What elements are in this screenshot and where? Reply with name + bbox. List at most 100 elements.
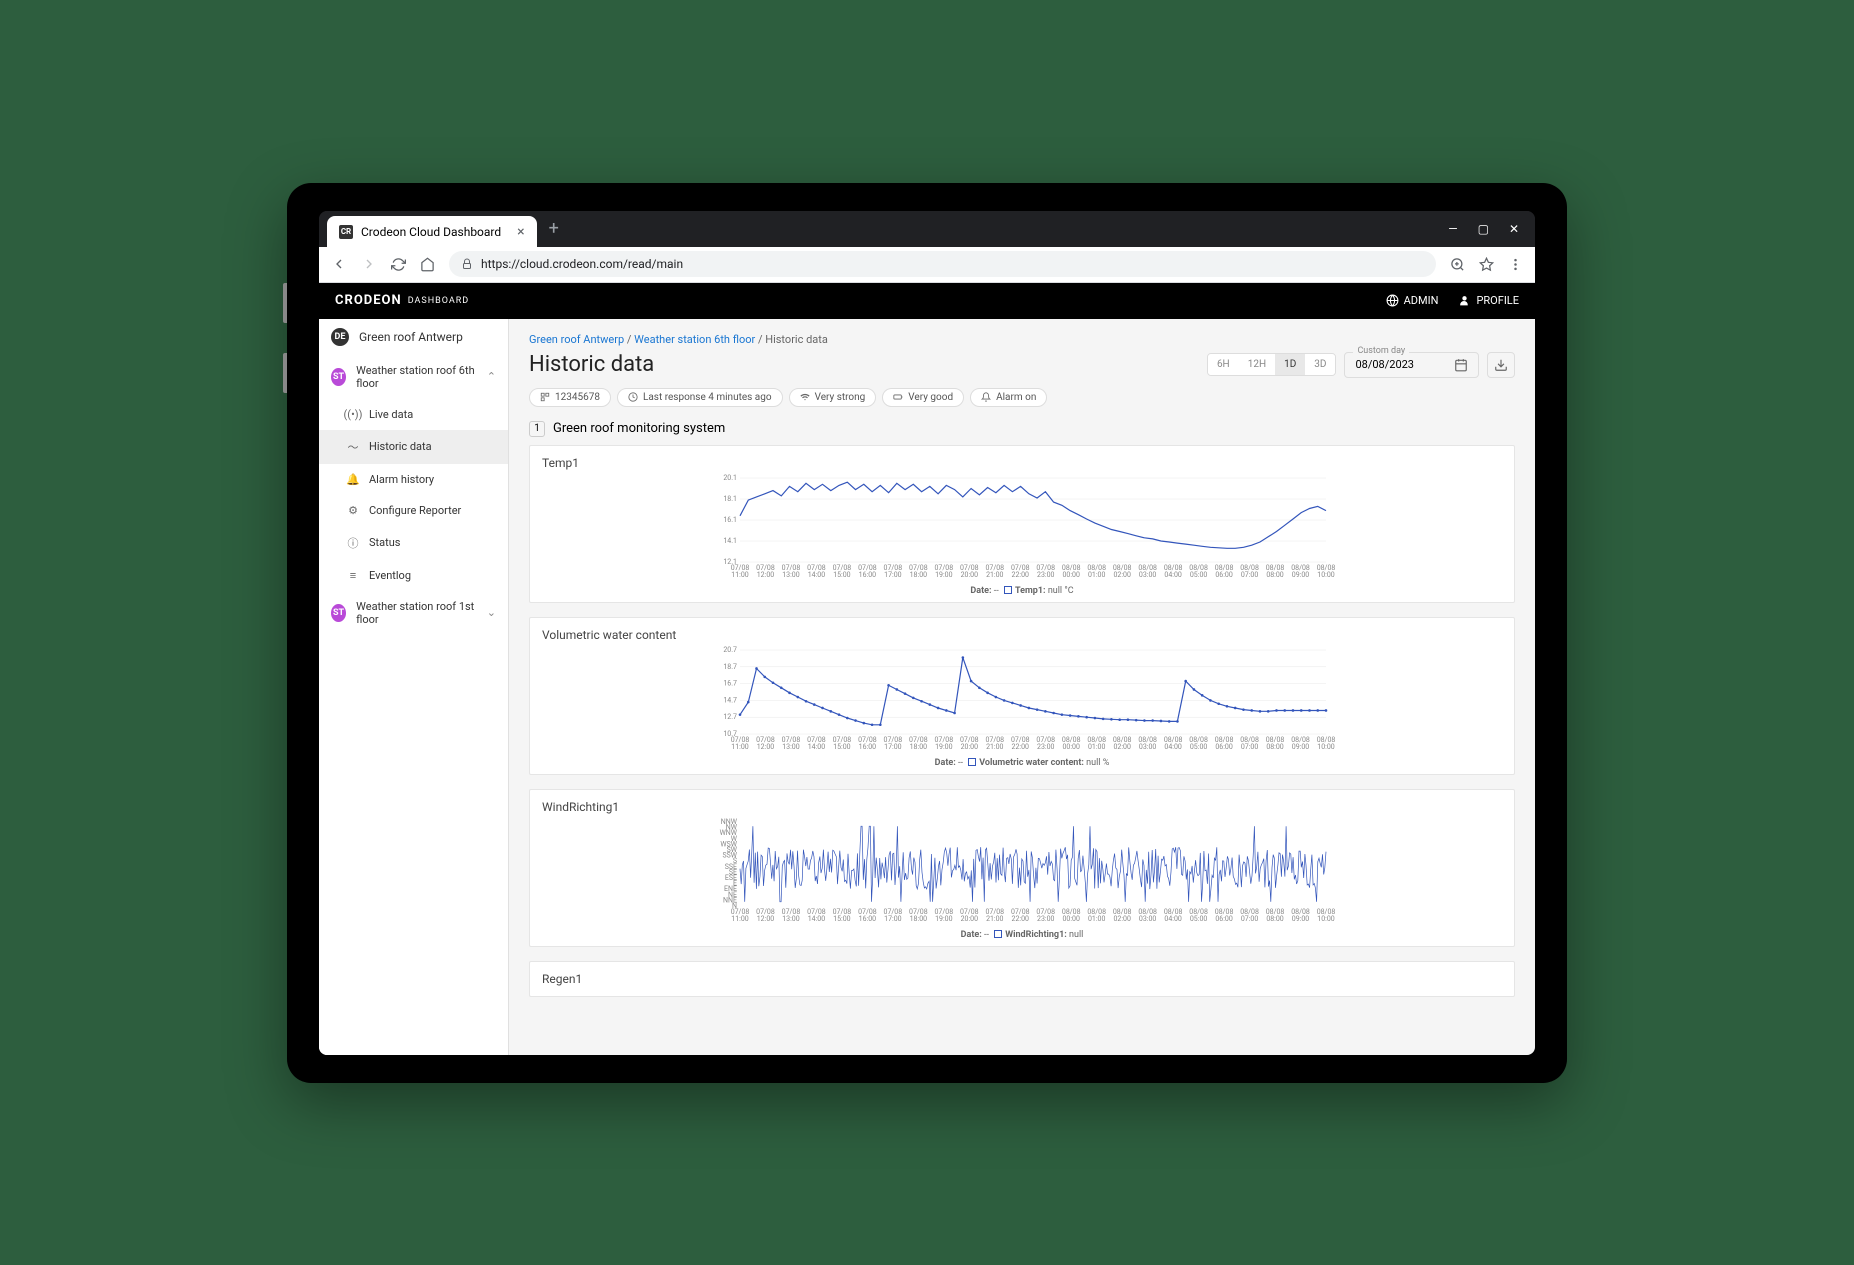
- forward-icon[interactable]: [361, 256, 377, 272]
- svg-text:04:00: 04:00: [1164, 571, 1181, 579]
- svg-text:14.1: 14.1: [723, 537, 737, 545]
- svg-text:07:00: 07:00: [1241, 571, 1258, 579]
- sidebar-item-historic-data[interactable]: 〜Historic data: [319, 430, 508, 464]
- reload-icon[interactable]: [391, 257, 406, 272]
- svg-text:16.7: 16.7: [723, 679, 737, 687]
- svg-text:15:00: 15:00: [833, 915, 850, 923]
- svg-text:23:00: 23:00: [1037, 915, 1054, 923]
- sidebar-item-live-data[interactable]: ((•)) Live data: [319, 399, 508, 430]
- chevron-up-icon: ⌃: [487, 370, 496, 383]
- chart-title: Volumetric water content: [542, 628, 1502, 642]
- chart-title: Temp1: [542, 456, 1502, 470]
- tab-close-icon[interactable]: ×: [517, 224, 524, 240]
- station-name: Weather station roof 1st floor: [356, 600, 477, 626]
- svg-text:17:00: 17:00: [884, 743, 901, 751]
- profile-link[interactable]: PROFILE: [1458, 294, 1519, 307]
- svg-text:08:00: 08:00: [1266, 571, 1283, 579]
- svg-text:15:00: 15:00: [833, 743, 850, 751]
- main-content: Green roof Antwerp / Weather station 6th…: [509, 319, 1535, 1055]
- project-badge: DE: [331, 328, 349, 346]
- back-icon[interactable]: [331, 256, 347, 272]
- svg-text:14:00: 14:00: [808, 743, 825, 751]
- globe-icon: [1386, 294, 1399, 307]
- svg-text:04:00: 04:00: [1164, 743, 1181, 751]
- svg-text:12:00: 12:00: [757, 915, 774, 923]
- sidebar-item-alarm-history[interactable]: 🔔Alarm history: [319, 464, 508, 495]
- segment-3D[interactable]: 3D: [1305, 354, 1335, 375]
- chart-legend: Date: -- Temp1: null °C: [542, 586, 1502, 596]
- segment-1D[interactable]: 1D: [1275, 354, 1305, 375]
- svg-text:01:00: 01:00: [1088, 743, 1105, 751]
- svg-text:18.7: 18.7: [723, 662, 737, 670]
- svg-text:22:00: 22:00: [1012, 915, 1029, 923]
- svg-text:06:00: 06:00: [1215, 743, 1232, 751]
- chip-battery: Very good: [882, 388, 964, 407]
- sidebar-item-eventlog[interactable]: ≡Eventlog: [319, 560, 508, 591]
- wifi-icon: [800, 392, 810, 402]
- chevron-down-icon: ⌄: [487, 606, 496, 619]
- svg-text:22:00: 22:00: [1012, 571, 1029, 579]
- list-icon: ≡: [347, 569, 359, 582]
- station-badge: ST: [331, 604, 346, 622]
- qr-icon: [540, 392, 550, 402]
- download-icon: [1494, 358, 1508, 372]
- browser-titlebar: CR Crodeon Cloud Dashboard × + — ▢ ✕: [319, 211, 1535, 247]
- admin-link[interactable]: ADMIN: [1386, 294, 1439, 307]
- breadcrumb-link[interactable]: Weather station 6th floor: [634, 333, 755, 346]
- tab-title: Crodeon Cloud Dashboard: [361, 225, 501, 239]
- svg-text:18.1: 18.1: [723, 495, 737, 503]
- download-button[interactable]: [1487, 352, 1515, 378]
- chart-temp: Temp1 20.118.116.114.112.107/0811:0007/0…: [529, 445, 1515, 603]
- signal-icon: ((•)): [347, 408, 359, 421]
- sidebar-project[interactable]: DE Green roof Antwerp: [319, 319, 508, 355]
- status-chips: 12345678 Last response 4 minutes ago Ver…: [529, 388, 1515, 407]
- breadcrumb-link[interactable]: Green roof Antwerp: [529, 333, 624, 346]
- browser-tab[interactable]: CR Crodeon Cloud Dashboard ×: [327, 216, 537, 248]
- sidebar-item-configure-reporter[interactable]: ⚙Configure Reporter: [319, 495, 508, 526]
- svg-text:06:00: 06:00: [1215, 571, 1232, 579]
- date-picker[interactable]: Custom day 08/08/2023: [1344, 352, 1479, 378]
- menu-icon[interactable]: [1508, 257, 1523, 272]
- star-icon[interactable]: [1479, 257, 1494, 272]
- svg-text:16.1: 16.1: [723, 516, 737, 524]
- svg-text:00:00: 00:00: [1062, 915, 1079, 923]
- svg-text:04:00: 04:00: [1164, 915, 1181, 923]
- clock-icon: [628, 392, 638, 402]
- svg-text:19:00: 19:00: [935, 915, 952, 923]
- svg-text:18:00: 18:00: [910, 915, 927, 923]
- new-tab-icon[interactable]: +: [549, 218, 559, 239]
- home-icon[interactable]: [420, 257, 435, 272]
- chart-icon: 〜: [347, 439, 359, 455]
- maximize-icon[interactable]: ▢: [1478, 222, 1489, 236]
- close-icon[interactable]: ✕: [1509, 222, 1519, 236]
- svg-text:05:00: 05:00: [1190, 571, 1207, 579]
- svg-text:23:00: 23:00: [1037, 571, 1054, 579]
- breadcrumb: Green roof Antwerp / Weather station 6th…: [529, 333, 1515, 346]
- svg-text:12:00: 12:00: [757, 743, 774, 751]
- sidebar-station-2[interactable]: ST Weather station roof 1st floor ⌄: [319, 591, 508, 635]
- screen: CR Crodeon Cloud Dashboard × + — ▢ ✕ htt…: [319, 211, 1535, 1055]
- sidebar-item-label: Live data: [369, 408, 413, 421]
- svg-text:19:00: 19:00: [935, 571, 952, 579]
- svg-text:08:00: 08:00: [1266, 743, 1283, 751]
- app-header: CRODEON DASHBOARD ADMIN PROFILE: [319, 283, 1535, 319]
- segment-6H[interactable]: 6H: [1208, 354, 1239, 375]
- time-range-segments: 6H12H1D3D: [1207, 353, 1337, 376]
- svg-text:13:00: 13:00: [782, 571, 799, 579]
- breadcrumb-current: Historic data: [765, 333, 828, 346]
- minimize-icon[interactable]: —: [1448, 222, 1457, 236]
- svg-text:17:00: 17:00: [884, 571, 901, 579]
- segment-12H[interactable]: 12H: [1239, 354, 1275, 375]
- chart-svg: 20.118.116.114.112.107/0811:0007/0812:00…: [542, 474, 1502, 584]
- sidebar-station-1[interactable]: ST Weather station roof 6th floor ⌃: [319, 355, 508, 399]
- url-input[interactable]: https://cloud.crodeon.com/read/main: [449, 251, 1436, 277]
- svg-text:15:00: 15:00: [833, 571, 850, 579]
- svg-text:20:00: 20:00: [961, 915, 978, 923]
- zoom-icon[interactable]: [1450, 257, 1465, 272]
- chart-svg: NNWNWWNWWWSWSWSSWSSSESEESEEENENENNEN07/0…: [542, 818, 1502, 928]
- svg-text:16:00: 16:00: [859, 571, 876, 579]
- svg-text:02:00: 02:00: [1113, 571, 1130, 579]
- sidebar-item-status[interactable]: ⓘStatus: [319, 526, 508, 560]
- date-label: Custom day: [1353, 346, 1409, 356]
- favicon: CR: [339, 225, 353, 239]
